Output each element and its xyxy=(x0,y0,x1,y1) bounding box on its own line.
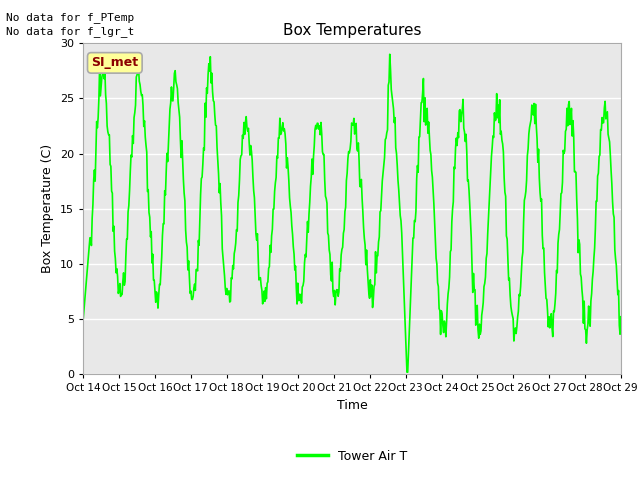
Legend: Tower Air T: Tower Air T xyxy=(292,444,412,468)
Text: No data for f_lgr_t: No data for f_lgr_t xyxy=(6,26,134,37)
Text: SI_met: SI_met xyxy=(92,56,138,70)
X-axis label: Time: Time xyxy=(337,399,367,412)
Text: No data for f_PTemp: No data for f_PTemp xyxy=(6,12,134,23)
Y-axis label: Box Temperature (C): Box Temperature (C) xyxy=(42,144,54,274)
Title: Box Temperatures: Box Temperatures xyxy=(283,23,421,38)
